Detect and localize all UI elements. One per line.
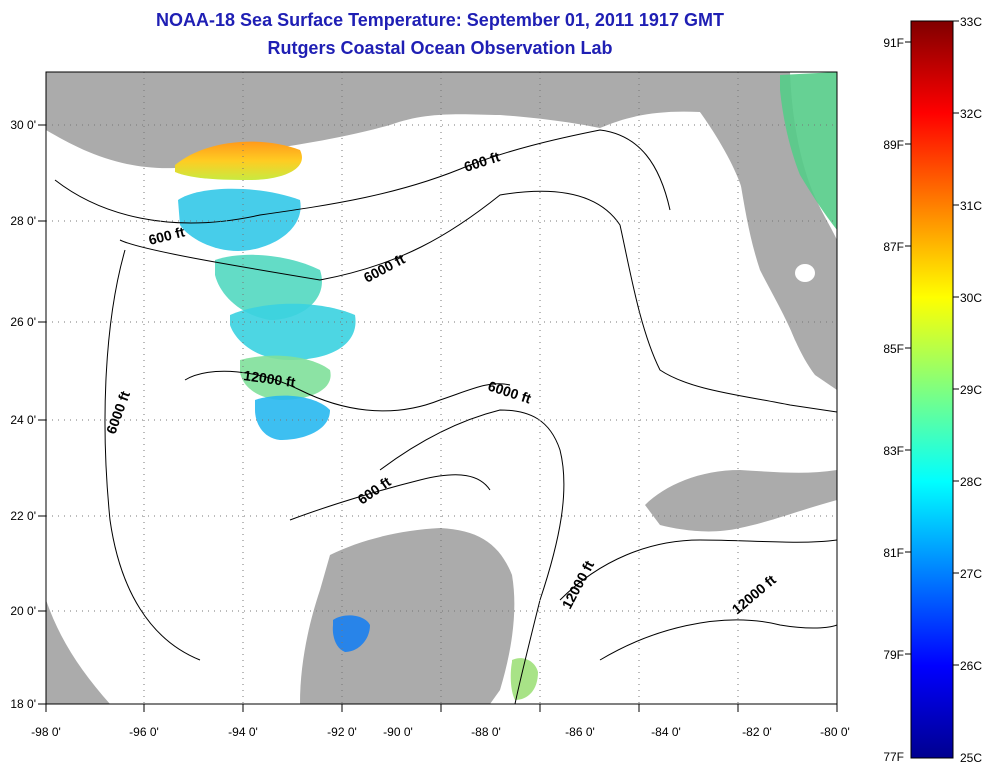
sst-patch-central-2 [230, 303, 356, 360]
lat-tick-label: 22 0' [10, 509, 36, 523]
lon-tick-label: -88 0' [471, 725, 501, 739]
fahrenheit-label: 77F [883, 750, 904, 764]
lat-tick-label: 20 0' [10, 604, 36, 618]
contour-caribbean-2 [599, 619, 837, 661]
sst-patch-west-central [178, 188, 301, 251]
sst-patch-central-3 [240, 355, 331, 400]
celsius-label: 27C [960, 567, 982, 581]
contour-6000ft-north [119, 190, 837, 413]
latitude-labels: 30 0' 28 0' 26 0' 24 0' 22 0' 20 0' 18 0… [10, 118, 36, 711]
map-title: NOAA-18 Sea Surface Temperature: Septemb… [156, 10, 724, 30]
longitude-labels: -98 0' -96 0' -94 0' -92 0' -90 0' -88 0… [31, 725, 850, 739]
lon-tick-label: -98 0' [31, 725, 61, 739]
lon-tick-label: -86 0' [565, 725, 595, 739]
colorbar-ticks [905, 20, 959, 666]
lat-tick-label: 18 0' [10, 697, 36, 711]
sst-patch-central-4 [255, 395, 330, 440]
lon-tick-label: -94 0' [228, 725, 258, 739]
celsius-labels: 33C 32C 31C 30C 29C 28C 27C 26C 25C [960, 15, 982, 765]
celsius-label: 28C [960, 475, 982, 489]
lon-tick-label: -90 0' [383, 725, 413, 739]
lat-tick-label: 28 0' [10, 214, 36, 228]
fahrenheit-label: 79F [883, 648, 904, 662]
lon-tick-label: -82 0' [742, 725, 772, 739]
fahrenheit-label: 87F [883, 240, 904, 254]
celsius-label: 25C [960, 751, 982, 765]
celsius-label: 31C [960, 199, 982, 213]
fahrenheit-label: 91F [883, 36, 904, 50]
lat-tick-label: 24 0' [10, 413, 36, 427]
contour-600ft-north [54, 129, 671, 224]
fahrenheit-label: 85F [883, 342, 904, 356]
sst-patch-yucatan-channel [510, 658, 538, 700]
lon-tick-label: -84 0' [651, 725, 681, 739]
colorbar-gradient [910, 20, 954, 759]
contour-12000ft-caribbean [559, 539, 837, 601]
fahrenheit-labels: 91F 89F 87F 85F 83F 81F 79F 77F [883, 36, 904, 764]
lat-tick-label: 26 0' [10, 315, 36, 329]
contour-label: 12000 ft [243, 367, 297, 390]
fahrenheit-label: 81F [883, 546, 904, 560]
contour-6000ft-west [104, 249, 201, 661]
celsius-label: 30C [960, 291, 982, 305]
celsius-label: 26C [960, 659, 982, 673]
fahrenheit-label: 89F [883, 138, 904, 152]
celsius-label: 33C [960, 15, 982, 29]
celsius-label: 32C [960, 107, 982, 121]
lat-tick-label: 30 0' [10, 118, 36, 132]
sst-patch-central-1 [215, 254, 322, 320]
map-area: 600 ft 600 ft 6000 ft 6000 ft 12000 ft 6… [46, 72, 837, 704]
lon-tick-label: -92 0' [327, 725, 357, 739]
yucatan-land [300, 528, 515, 704]
contour-12000ft [184, 370, 511, 412]
temperature-colorbar: 33C 32C 31C 30C 29C 28C 27C 26C 25C 91F … [883, 15, 982, 765]
bathymetry-contours [54, 129, 837, 704]
map-ticks [38, 124, 838, 712]
map-subtitle: Rutgers Coastal Ocean Observation Lab [267, 38, 613, 58]
cuba-land [645, 470, 837, 532]
mexico-coast-land [46, 600, 110, 704]
lon-tick-label: -80 0' [820, 725, 850, 739]
fahrenheit-label: 83F [883, 444, 904, 458]
sst-patch-texas-shelf [175, 141, 302, 180]
sst-patch-florida-east [780, 72, 837, 230]
lon-tick-label: -96 0' [129, 725, 159, 739]
contour-600ft-south [289, 474, 491, 521]
lake-okeechobee [795, 264, 815, 282]
celsius-label: 29C [960, 383, 982, 397]
contour-6000ft-south [379, 409, 565, 704]
